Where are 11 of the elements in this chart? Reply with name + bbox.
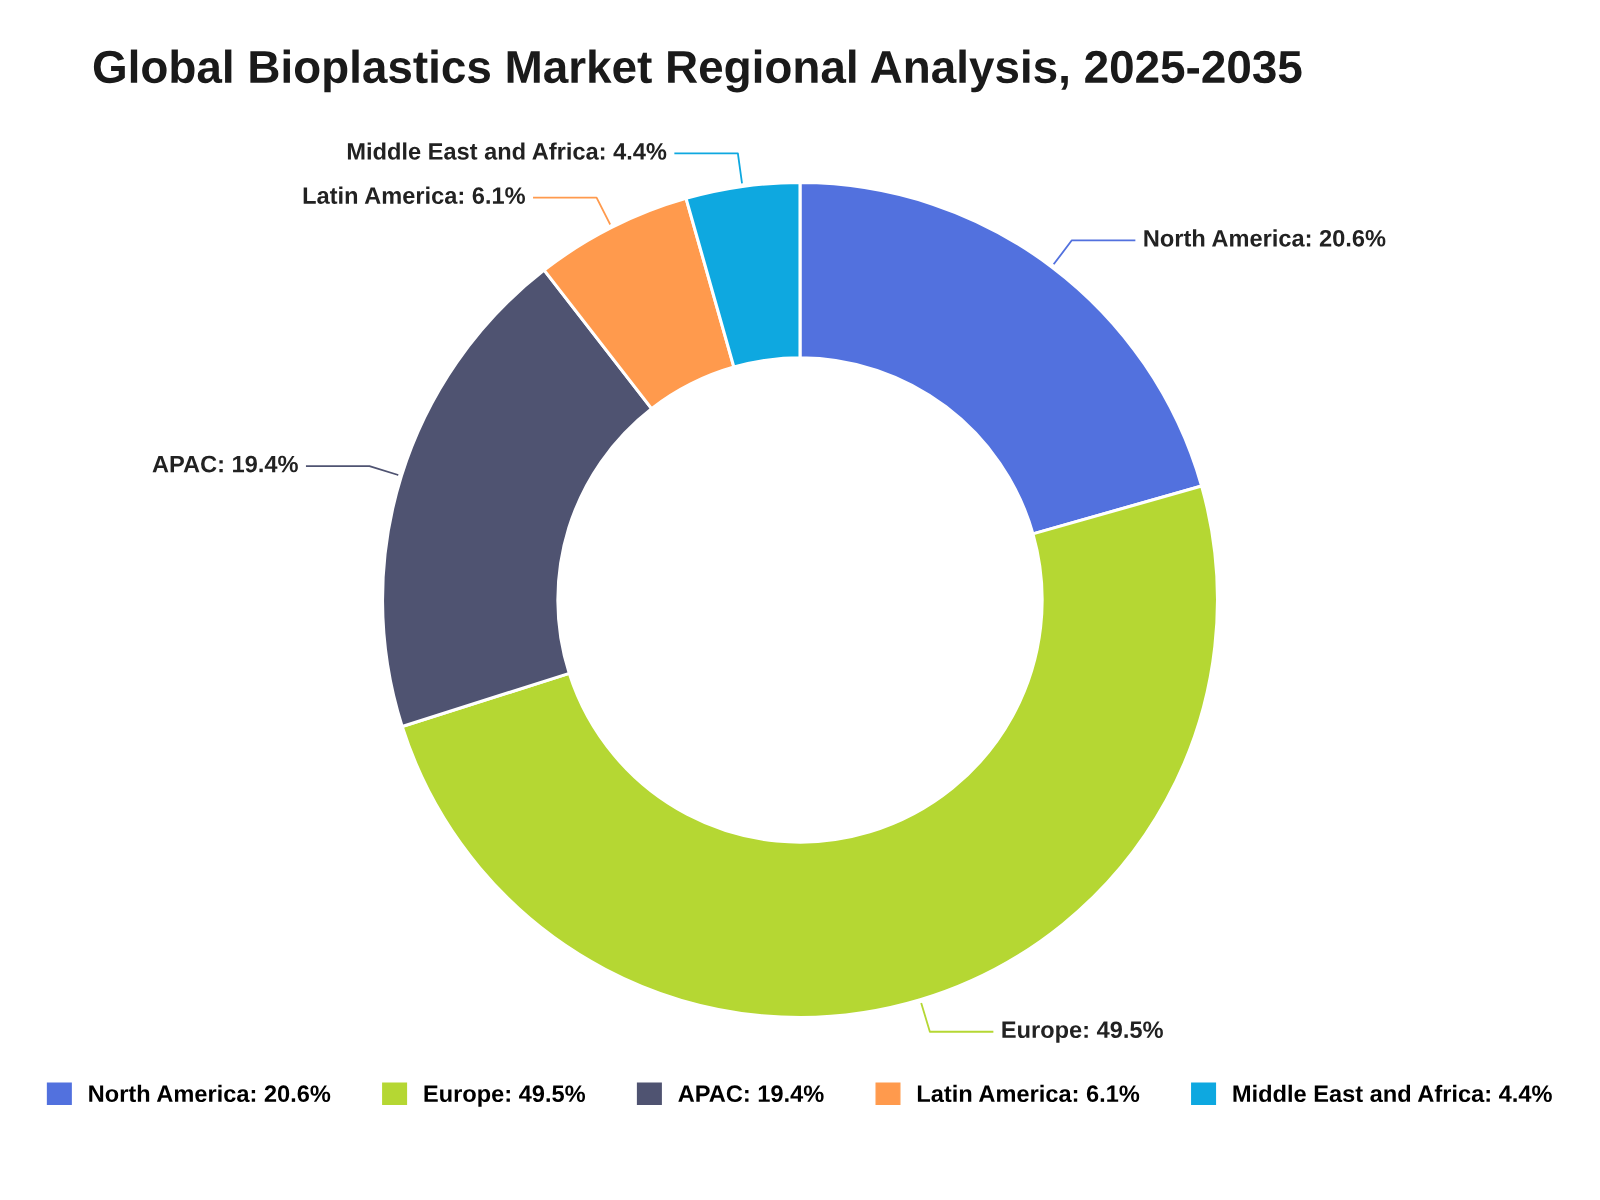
legend-label: Europe: 49.5% [424,1085,586,1107]
slice-label: Europe: 49.5% [1002,1021,1163,1043]
slice-label: North America: 20.6% [1144,229,1386,247]
legend-label: North America: 20.6% [89,1084,331,1103]
slice-label: Middle East and Africa: 4.4% [347,142,667,160]
legend-label: Middle East and Africa: 4.4% [1233,1084,1552,1103]
slice-label: APAC: 19.4% [152,455,298,473]
legend-label: APAC: 19.4% [678,1085,824,1103]
legend-label: Latin America: 6.1% [917,1084,1140,1103]
chart-title: Global Bioplastics Market Regional Analysis, 2025-2035 [93,49,1302,93]
slice-label: Latin America: 6.1% [303,186,525,204]
